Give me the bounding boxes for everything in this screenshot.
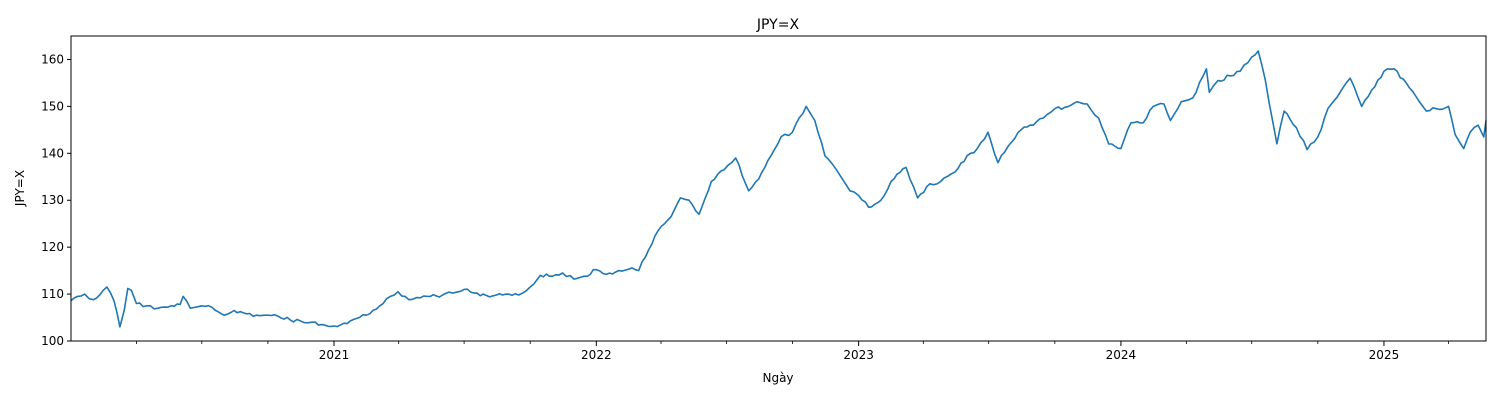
- y-axis: 100 110 120 130 140 150 160: [41, 52, 71, 348]
- y-tick-label: 100: [41, 334, 64, 348]
- x-tick-label: 2021: [319, 348, 350, 362]
- x-tick-label: 2025: [1369, 348, 1400, 362]
- y-tick-label: 130: [41, 193, 64, 207]
- series-line: [70, 50, 1487, 328]
- y-tick-label: 160: [41, 52, 64, 66]
- y-tick-label: 150: [41, 99, 64, 113]
- x-tick-label: 2024: [1106, 348, 1137, 362]
- y-tick-label: 110: [41, 287, 64, 301]
- x-tick-label: 2022: [581, 348, 612, 362]
- plot-frame: [70, 35, 1487, 342]
- y-axis-label: JPY=X: [13, 170, 27, 207]
- chart-title: JPY=X: [756, 17, 800, 33]
- y-tick-label: 140: [41, 146, 64, 160]
- x-tick-label: 2023: [843, 348, 874, 362]
- x-axis: 2021 2022 2023 2024 2025: [135, 341, 1450, 362]
- y-tick-label: 120: [41, 240, 64, 254]
- x-axis-label: Ngày: [762, 371, 793, 385]
